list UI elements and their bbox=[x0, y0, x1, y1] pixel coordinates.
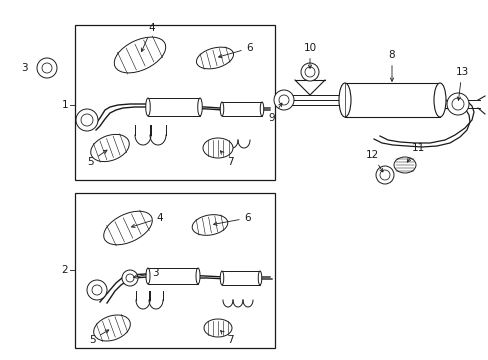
Text: 7: 7 bbox=[220, 151, 233, 167]
Text: 3: 3 bbox=[133, 268, 158, 278]
Ellipse shape bbox=[91, 134, 129, 162]
Text: 4: 4 bbox=[141, 23, 155, 51]
Text: 4: 4 bbox=[131, 213, 163, 228]
Bar bbox=[345, 83, 439, 117]
Ellipse shape bbox=[301, 63, 318, 81]
Ellipse shape bbox=[203, 138, 232, 158]
Ellipse shape bbox=[87, 280, 107, 300]
Bar bbox=[222, 271, 260, 285]
Text: 6: 6 bbox=[218, 43, 253, 58]
Ellipse shape bbox=[94, 315, 130, 341]
Text: 9: 9 bbox=[268, 103, 282, 123]
Ellipse shape bbox=[305, 67, 314, 77]
Text: 3: 3 bbox=[21, 63, 28, 73]
Text: 10: 10 bbox=[303, 43, 316, 68]
Ellipse shape bbox=[114, 37, 165, 73]
Text: 12: 12 bbox=[365, 150, 382, 172]
Ellipse shape bbox=[433, 83, 445, 117]
Ellipse shape bbox=[76, 109, 98, 131]
Ellipse shape bbox=[220, 271, 224, 285]
Ellipse shape bbox=[273, 90, 293, 110]
Ellipse shape bbox=[103, 211, 152, 245]
Text: 7: 7 bbox=[220, 330, 233, 345]
Ellipse shape bbox=[37, 58, 57, 78]
Ellipse shape bbox=[260, 102, 263, 116]
Bar bbox=[75, 193, 274, 348]
Ellipse shape bbox=[375, 166, 393, 184]
Ellipse shape bbox=[379, 170, 389, 180]
Bar bbox=[148, 268, 198, 284]
Text: 11: 11 bbox=[407, 143, 424, 162]
Ellipse shape bbox=[393, 157, 415, 173]
Ellipse shape bbox=[126, 274, 134, 282]
Ellipse shape bbox=[197, 98, 202, 116]
Ellipse shape bbox=[81, 114, 93, 126]
Ellipse shape bbox=[122, 270, 138, 286]
Ellipse shape bbox=[220, 102, 224, 116]
Ellipse shape bbox=[196, 47, 233, 69]
Ellipse shape bbox=[338, 83, 350, 117]
Ellipse shape bbox=[196, 268, 200, 284]
Text: 6: 6 bbox=[213, 213, 251, 225]
Ellipse shape bbox=[145, 98, 150, 116]
Ellipse shape bbox=[203, 319, 231, 337]
Ellipse shape bbox=[42, 63, 52, 73]
Text: 2: 2 bbox=[61, 265, 68, 275]
Bar bbox=[148, 98, 200, 116]
Bar bbox=[75, 25, 274, 180]
Ellipse shape bbox=[258, 271, 261, 285]
Ellipse shape bbox=[451, 98, 463, 110]
Bar bbox=[222, 102, 262, 116]
Ellipse shape bbox=[192, 215, 227, 235]
Ellipse shape bbox=[146, 268, 150, 284]
Ellipse shape bbox=[446, 93, 468, 115]
Text: 5: 5 bbox=[88, 330, 109, 345]
Text: 8: 8 bbox=[388, 50, 394, 81]
Text: 13: 13 bbox=[454, 67, 468, 100]
Text: 5: 5 bbox=[86, 150, 107, 167]
Ellipse shape bbox=[279, 95, 288, 105]
Ellipse shape bbox=[92, 285, 102, 295]
Text: 1: 1 bbox=[61, 100, 68, 110]
